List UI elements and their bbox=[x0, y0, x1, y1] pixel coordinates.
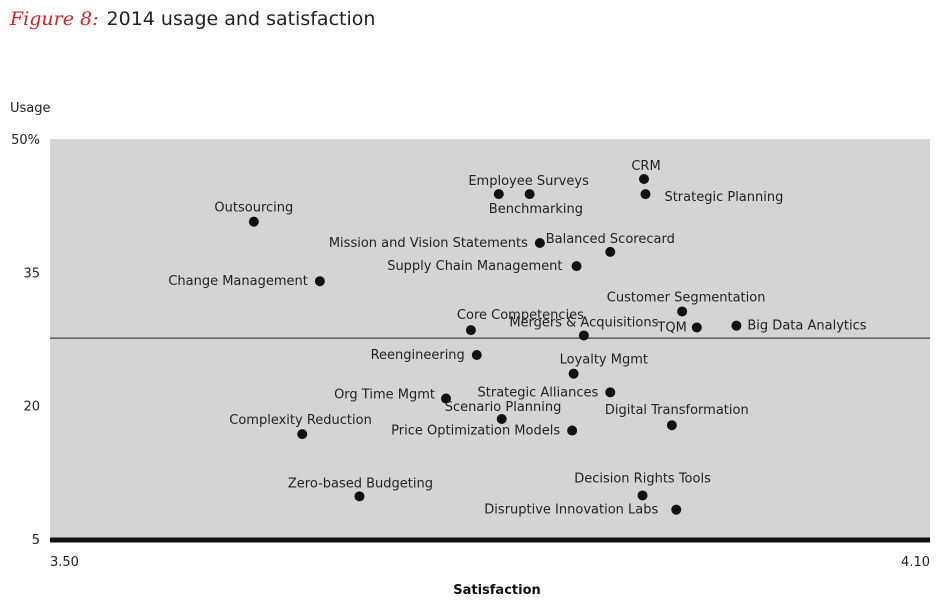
point-label-tqm: TQM bbox=[656, 320, 686, 335]
y-tick-label: 35 bbox=[23, 266, 40, 281]
point-core-competencies bbox=[465, 325, 476, 336]
point-label-balanced-scorecard: Balanced Scorecard bbox=[546, 232, 675, 247]
point-label-change-management: Change Management bbox=[168, 274, 308, 289]
point-strategic-planning bbox=[640, 189, 651, 200]
point-mission-and-vision-statements bbox=[534, 238, 545, 248]
point-label-decision-rights-tools: Decision Rights Tools bbox=[574, 471, 711, 486]
y-tick-label: 20 bbox=[23, 400, 40, 415]
point-change-management bbox=[314, 276, 325, 287]
point-org-time-mgmt bbox=[441, 393, 451, 404]
point-label-complexity-reduction: Complexity Reduction bbox=[229, 413, 372, 428]
point-label-reengineering: Reengineering bbox=[371, 348, 465, 363]
point-label-digital-transformation: Digital Transformation bbox=[605, 403, 749, 418]
point-label-big-data-analytics: Big Data Analytics bbox=[747, 319, 866, 334]
figure-label: Figure 8: bbox=[10, 8, 99, 30]
y-tick-label: 5 bbox=[32, 533, 40, 548]
y-axis-title: Usage bbox=[10, 101, 51, 116]
point-label-crm: CRM bbox=[631, 159, 660, 174]
point-label-core-competencies: Core Competencies bbox=[457, 308, 584, 323]
x-axis-title: Satisfaction bbox=[453, 583, 541, 598]
point-outsourcing bbox=[248, 216, 259, 227]
figure-title-text: 2014 usage and satisfaction bbox=[106, 8, 376, 30]
y-tick-label: 50% bbox=[11, 133, 40, 148]
point-customer-segmentation bbox=[677, 306, 688, 317]
point-reengineering bbox=[471, 350, 482, 360]
point-big-data-analytics bbox=[731, 320, 742, 331]
point-label-outsourcing: Outsourcing bbox=[214, 201, 293, 216]
point-label-employee-surveys: Employee Surveys bbox=[468, 174, 589, 189]
plot-area bbox=[50, 139, 930, 539]
point-employee-surveys bbox=[524, 189, 535, 200]
point-digital-transformation bbox=[666, 420, 677, 431]
point-strategic-alliances bbox=[605, 387, 616, 398]
point-label-org-time-mgmt: Org Time Mgmt bbox=[334, 388, 435, 403]
point-label-loyalty-mgmt: Loyalty Mgmt bbox=[560, 353, 648, 368]
y-axis-ticks: 50% 35 20 5 bbox=[11, 133, 40, 548]
point-crm bbox=[639, 174, 649, 184]
point-label-supply-chain-management: Supply Chain Management bbox=[387, 259, 562, 274]
point-price-optimization-models bbox=[567, 425, 578, 436]
x-tick-label-min: 3.50 bbox=[50, 555, 79, 570]
point-label-customer-segmentation: Customer Segmentation bbox=[607, 290, 766, 305]
point-complexity-reduction bbox=[297, 429, 308, 440]
point-label-disruptive-innovation-labs: Disruptive Innovation Labs bbox=[484, 503, 658, 518]
figure-title: Figure 8: 2014 usage and satisfaction bbox=[10, 8, 375, 30]
point-balanced-scorecard bbox=[605, 246, 616, 257]
point-label-strategic-alliances: Strategic Alliances bbox=[478, 385, 599, 400]
point-mergers-acquisitions bbox=[578, 330, 589, 341]
point-disruptive-innovation-labs bbox=[671, 504, 682, 515]
point-label-price-optimization-models: Price Optimization Models bbox=[391, 424, 560, 439]
data-points: CRM Strategic Planning Employee Surveys Ben… bbox=[168, 159, 866, 518]
point-label-zero-based-budgeting: Zero-based Budgeting bbox=[288, 476, 433, 491]
point-label-benchmarking: Benchmarking bbox=[489, 202, 583, 217]
point-tqm bbox=[691, 322, 702, 333]
point-label-mergers-acquisitions: Mergers & Acquisitions bbox=[509, 315, 658, 330]
point-benchmarking bbox=[493, 189, 504, 200]
point-label-strategic-planning: Strategic Planning bbox=[664, 190, 783, 205]
point-scenario-planning bbox=[496, 414, 507, 424]
x-tick-label-max: 4.10 bbox=[901, 555, 930, 570]
point-loyalty-mgmt bbox=[568, 368, 579, 379]
point-label-scenario-planning: Scenario Planning bbox=[445, 400, 562, 415]
point-decision-rights-tools bbox=[637, 490, 648, 501]
point-zero-based-budgeting bbox=[354, 491, 365, 502]
point-supply-chain-management bbox=[571, 261, 582, 272]
point-label-mission-and-vision-statements: Mission and Vision Statements bbox=[329, 236, 528, 251]
